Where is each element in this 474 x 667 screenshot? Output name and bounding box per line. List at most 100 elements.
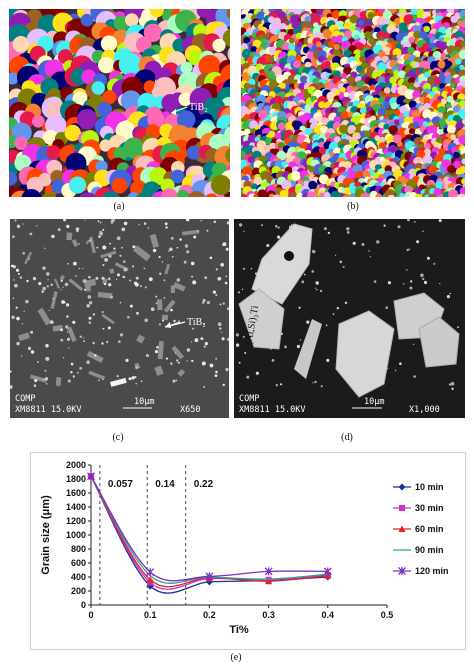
sem-particle	[246, 375, 250, 379]
x-tick-label: 0.5	[381, 610, 394, 620]
grain-cell	[358, 32, 366, 40]
sem-particle	[183, 260, 187, 264]
grain-cell	[136, 192, 154, 197]
grain-cell	[274, 132, 282, 140]
sem-particle	[191, 359, 194, 363]
sem-particle	[387, 281, 391, 285]
grain-cell	[176, 110, 196, 129]
grain-cell	[402, 35, 411, 44]
sem-particle	[361, 243, 365, 246]
sem-particle	[23, 310, 25, 312]
sem-particle	[27, 346, 32, 350]
sem-particle	[217, 277, 222, 281]
grain-cell	[227, 47, 230, 61]
sem-particle	[346, 227, 350, 231]
grain-cell	[395, 42, 402, 49]
sem-particle	[238, 291, 240, 294]
sem-particle	[72, 320, 76, 324]
sem-particle	[319, 289, 323, 293]
grain-cell	[186, 145, 201, 160]
sem-particle	[65, 325, 69, 329]
sem-particle	[250, 267, 253, 270]
grain-cell	[423, 25, 430, 33]
sem-particle	[314, 287, 316, 289]
sem-particle	[34, 378, 38, 383]
eutectic-si	[170, 285, 175, 294]
sem-particle	[48, 309, 51, 312]
grain-cell	[359, 107, 367, 115]
sem-particle	[177, 361, 180, 364]
grain-cell	[125, 13, 139, 27]
sem-particle	[376, 240, 380, 244]
grain-cell	[292, 9, 303, 16]
sem-particle	[225, 247, 229, 251]
sem-particle	[219, 327, 222, 330]
grain-cell	[269, 142, 277, 150]
legend-label: 60 min	[415, 524, 444, 534]
grain-cell	[389, 76, 398, 85]
sem-particle	[235, 333, 239, 337]
sem-particle	[17, 272, 20, 275]
sem-particle	[61, 300, 65, 304]
legend-label: 30 min	[415, 503, 444, 513]
sem-particle	[30, 330, 34, 334]
grain-cell	[428, 165, 437, 174]
grain-cell	[413, 61, 420, 68]
sem-particle	[422, 230, 424, 232]
grain-cell	[46, 145, 61, 160]
sem-particle	[97, 220, 100, 223]
grain-cell	[102, 90, 117, 105]
grain-cell	[333, 116, 342, 124]
sem-particle	[296, 344, 300, 349]
grain-cell	[459, 186, 465, 196]
grain-cell	[274, 95, 283, 105]
grain-cell	[399, 192, 405, 197]
sem-particle	[44, 247, 46, 249]
sem-particle	[163, 279, 166, 282]
grain-cell	[413, 81, 420, 88]
grain-cell	[349, 193, 357, 197]
sem-particle	[344, 301, 348, 304]
grain-cell	[176, 189, 190, 197]
grain-cell	[354, 132, 361, 140]
grain-cell	[95, 160, 108, 173]
sem-particle	[72, 375, 75, 378]
grain-cell	[414, 193, 423, 197]
sem-particle	[104, 258, 108, 262]
sem-particle	[82, 267, 84, 270]
grain-cell	[308, 165, 316, 173]
sem-particle	[135, 282, 139, 287]
sem-particle	[220, 263, 224, 267]
grain-cell	[452, 105, 460, 113]
mag-label-d: X1,000	[409, 405, 440, 415]
eutectic-si	[88, 370, 106, 380]
grain-cell	[241, 193, 248, 197]
eutectic-si	[171, 345, 185, 360]
grain-cell	[64, 124, 81, 142]
grain-cell	[393, 134, 403, 144]
eutectic-si	[50, 290, 58, 310]
grain-cell	[12, 36, 30, 53]
grain-cell	[379, 136, 386, 143]
sem-particle	[60, 338, 64, 342]
sem-particle	[227, 337, 229, 341]
sem-particle	[13, 279, 15, 281]
sem-particle	[342, 266, 345, 268]
sem-particle	[155, 302, 158, 305]
grain-cell	[341, 72, 347, 79]
legend-label: 120 min	[415, 566, 449, 576]
grain-cell	[358, 43, 365, 49]
grain-cell	[423, 97, 431, 105]
grain-cell	[14, 136, 28, 151]
grain-cell	[373, 172, 380, 179]
grain-cell	[403, 173, 412, 181]
sem-particle	[14, 283, 18, 288]
grain-cell	[454, 58, 462, 65]
caption-c: (c)	[112, 432, 124, 443]
grain-cell	[97, 101, 113, 117]
grain-cell	[223, 193, 230, 197]
sem-particle	[408, 248, 411, 250]
sem-particle	[168, 250, 170, 252]
bright-particle	[110, 377, 127, 387]
grain-cell	[287, 192, 298, 197]
